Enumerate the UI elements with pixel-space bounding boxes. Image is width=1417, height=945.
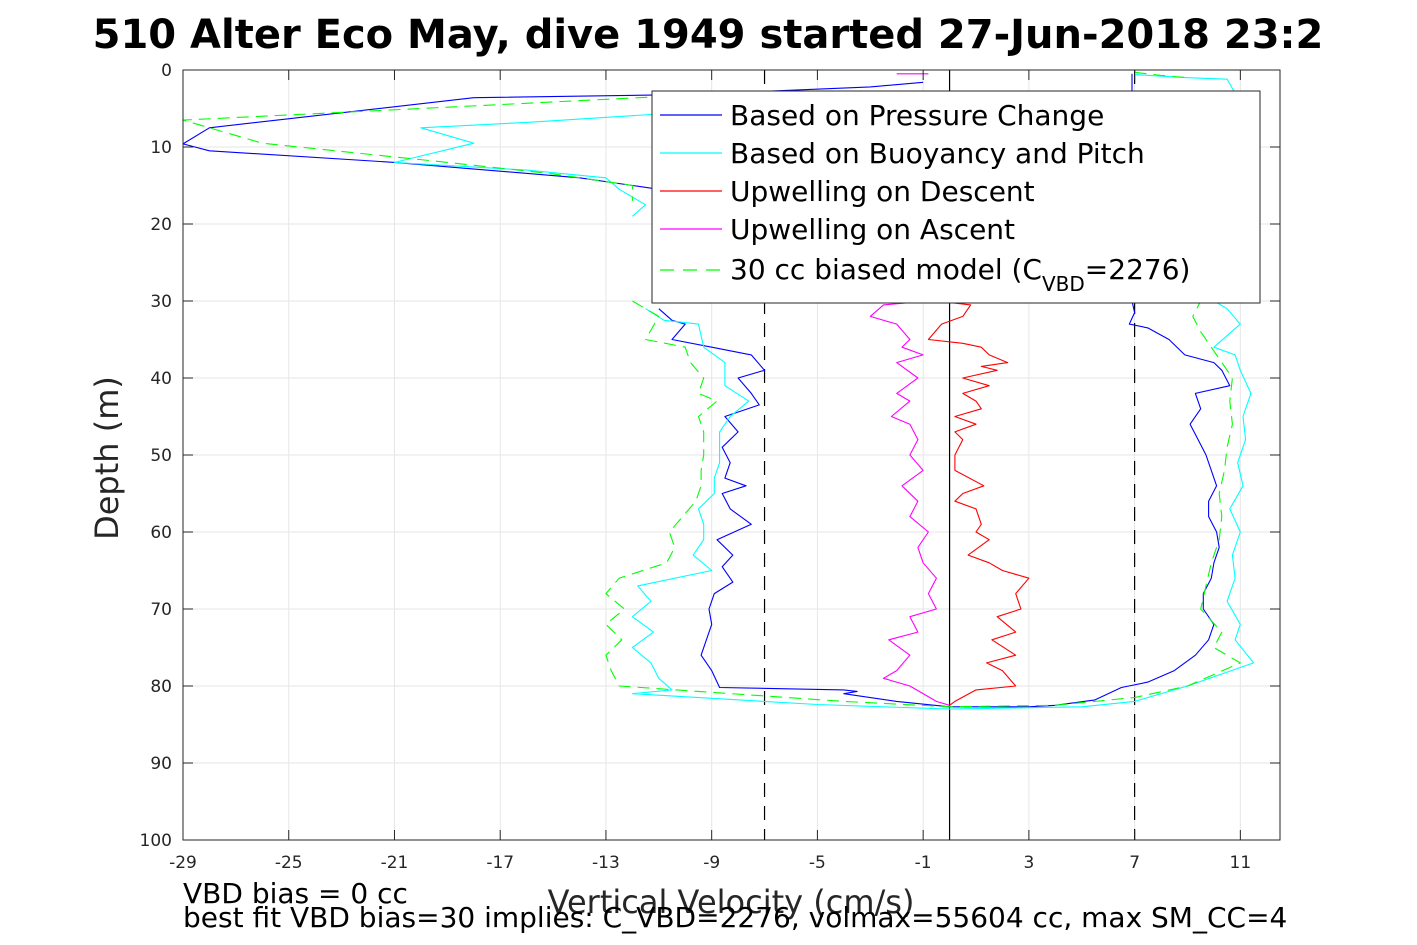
x-tick-label: -5 [809, 853, 826, 873]
y-axis-label: Depth (m) [88, 376, 126, 540]
y-tick-label: 20 [150, 215, 172, 235]
y-tick-label: 70 [150, 600, 172, 620]
y-tick-label: 90 [150, 754, 172, 774]
legend-box [651, 90, 1261, 304]
legend-label-0: Based on Pressure Change [730, 99, 1104, 132]
y-axis-ticks: 0 10 20 30 40 50 60 70 80 90 100 [140, 61, 1280, 851]
x-tick-label: 11 [1230, 853, 1252, 873]
legend: Based on Pressure Change Based on Buoyanc… [651, 90, 1261, 304]
series-line-1 [631, 300, 1255, 710]
legend-label-model: 30 cc biased model (CVBD=2276) [730, 253, 1190, 296]
x-tick-label: -25 [275, 853, 303, 873]
x-tick-label: -13 [592, 853, 620, 873]
y-tick-label: 10 [150, 138, 172, 158]
series-line-4 [182, 94, 686, 201]
y-tick-label: 80 [150, 677, 172, 697]
y-tick-label: 0 [161, 61, 172, 81]
x-tick-label: -17 [486, 853, 514, 873]
x-tick-label: -29 [169, 853, 197, 873]
y-tick-label: 40 [150, 369, 172, 389]
legend-label-2: Upwelling on Descent [730, 175, 1035, 208]
x-tick-label: 7 [1129, 853, 1140, 873]
x-tick-label: -9 [703, 853, 720, 873]
x-tick-label: -21 [381, 853, 409, 873]
series-line-4 [605, 300, 1241, 708]
note-vbd-bias: VBD bias = 0 cc [183, 877, 408, 910]
series-line-4 [1134, 71, 1188, 79]
chart-title: 510 Alter Eco May, dive 1949 started 27-… [93, 12, 1324, 58]
note-best-fit: best fit VBD bias=30 implies: C_VBD=2276… [183, 901, 1287, 934]
x-axis-label: Vertical Velocity (cm/s) [548, 883, 915, 921]
x-axis-ticks: -29 -25 -21 -17 -13 -9 -5 -1 3 7 11 [169, 70, 1251, 873]
legend-label-3: Upwelling on Ascent [730, 213, 1015, 246]
series-line-3 [869, 300, 950, 706]
x-tick-label: 3 [1023, 853, 1034, 873]
y-tick-label: 100 [140, 831, 172, 851]
series-line-0 [658, 300, 1231, 708]
y-tick-label: 50 [150, 446, 172, 466]
legend-label-1: Based on Buoyancy and Pitch [730, 137, 1145, 170]
y-tick-label: 60 [150, 523, 172, 543]
y-tick-label: 30 [150, 292, 172, 312]
x-tick-label: -1 [915, 853, 932, 873]
series-line-2 [927, 300, 1030, 706]
